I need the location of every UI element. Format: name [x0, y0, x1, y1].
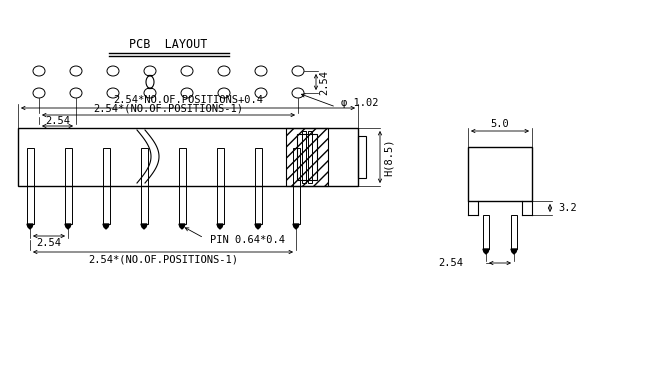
Bar — [511, 215, 517, 249]
Bar — [255, 148, 262, 224]
Text: φ 1.02: φ 1.02 — [341, 98, 378, 108]
Text: 5.0: 5.0 — [490, 119, 509, 129]
Bar — [308, 131, 312, 183]
Polygon shape — [65, 224, 71, 229]
Polygon shape — [255, 224, 261, 229]
Bar — [297, 134, 317, 180]
Bar — [483, 215, 489, 249]
Text: 2.54*NO.OF.POSITIONS+0.4: 2.54*NO.OF.POSITIONS+0.4 — [113, 95, 263, 105]
Text: 2.54*(NO.OF.POSITIONS-1): 2.54*(NO.OF.POSITIONS-1) — [88, 254, 238, 264]
Polygon shape — [141, 224, 147, 229]
Text: 2.54: 2.54 — [36, 238, 61, 248]
Text: PIN 0.64*0.4: PIN 0.64*0.4 — [210, 235, 285, 245]
Text: 2.54*(NO.OF.POSITIONS-1): 2.54*(NO.OF.POSITIONS-1) — [94, 103, 243, 113]
Bar — [286, 128, 328, 186]
Polygon shape — [217, 224, 223, 229]
Text: PCB  LAYOUT: PCB LAYOUT — [129, 38, 208, 51]
Polygon shape — [293, 224, 299, 229]
Bar — [217, 148, 224, 224]
Text: 2.54: 2.54 — [45, 116, 70, 126]
Bar — [293, 148, 300, 224]
Bar — [27, 148, 34, 224]
Bar — [141, 148, 148, 224]
Polygon shape — [27, 224, 33, 229]
Text: H(8.5): H(8.5) — [384, 138, 394, 176]
Bar — [468, 147, 532, 201]
Polygon shape — [103, 224, 109, 229]
Text: 2.54: 2.54 — [319, 69, 329, 95]
Text: 2.54: 2.54 — [438, 258, 463, 268]
Bar — [179, 148, 186, 224]
Text: 3.2: 3.2 — [558, 203, 576, 213]
Bar — [358, 136, 366, 178]
Polygon shape — [483, 249, 489, 254]
Bar — [103, 148, 110, 224]
Bar — [65, 148, 72, 224]
Bar — [302, 131, 306, 183]
Polygon shape — [511, 249, 517, 254]
Polygon shape — [179, 224, 185, 229]
Bar — [18, 128, 358, 186]
